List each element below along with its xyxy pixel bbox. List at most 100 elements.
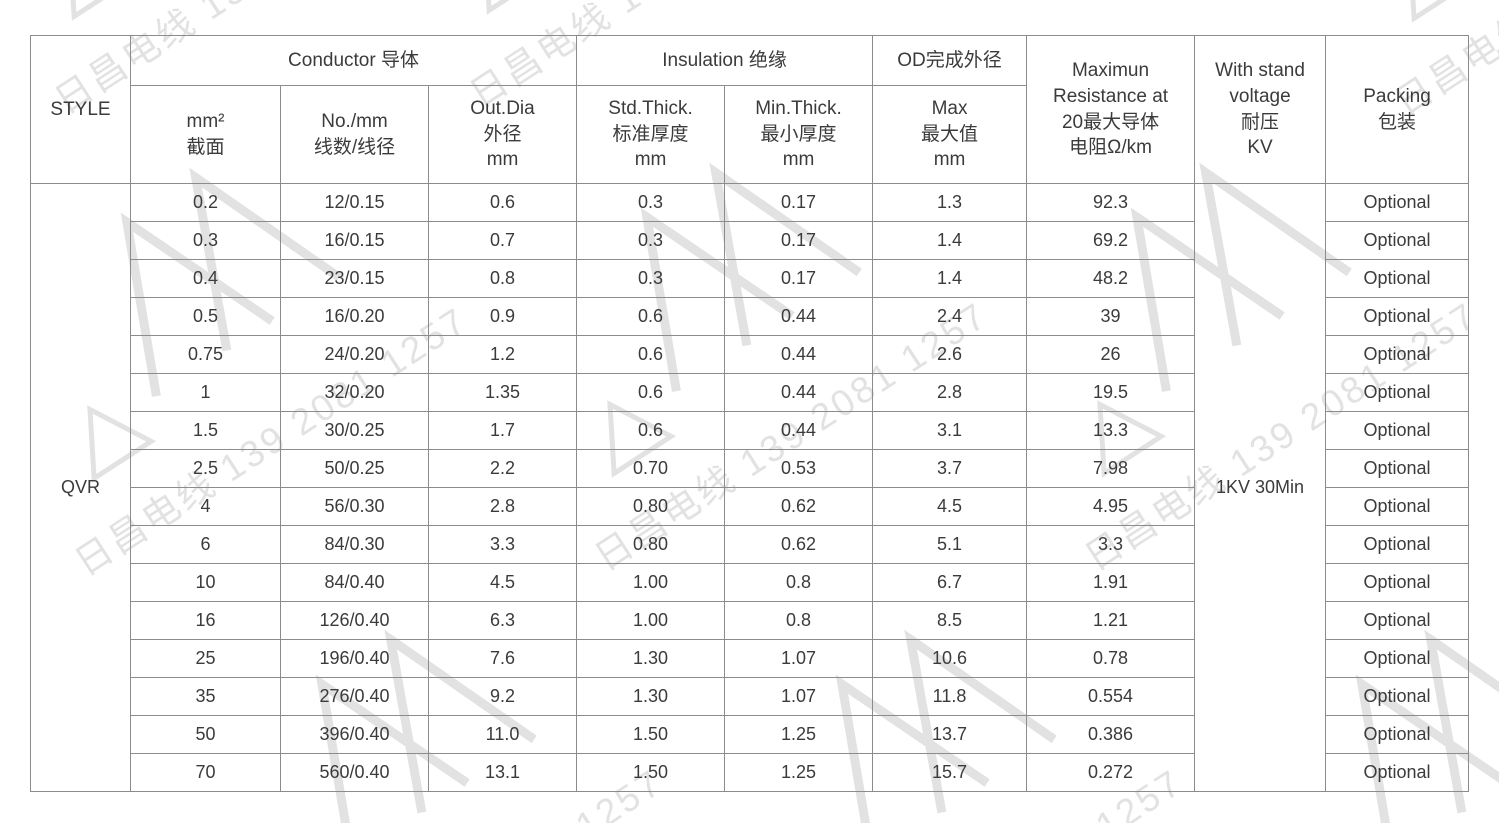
cell-std-thick: 1.50: [576, 753, 726, 792]
header-group-row: STYLE Conductor 导体 Insulation 绝缘 OD完成外径 …: [30, 35, 1470, 184]
cell-strands: 560/0.40: [280, 753, 429, 792]
cell-out-dia: 9.2: [427, 677, 578, 716]
cell-out-dia: 13.1: [427, 753, 578, 792]
cell-resistance: 39: [1026, 297, 1196, 336]
cell-packing: Optional: [1325, 373, 1470, 412]
cell-od-max: 3.7: [872, 449, 1028, 488]
cell-od-max: 8.5: [872, 601, 1028, 640]
header-std-thick: Std.Thick. 标准厚度 mm: [576, 85, 726, 184]
cell-od-max: 6.7: [872, 563, 1028, 602]
cell-out-dia: 0.7: [427, 221, 578, 260]
cell-mm2: 25: [130, 639, 281, 678]
cell-std-thick: 1.30: [576, 639, 726, 678]
cell-od-max: 15.7: [872, 753, 1028, 792]
cell-resistance: 7.98: [1026, 449, 1196, 488]
table-row: 4 56/0.30 2.8 0.80 0.62 4.5 4.95 Optional: [31, 487, 1470, 526]
cell-out-dia: 1.2: [427, 335, 578, 374]
cell-resistance: 0.78: [1026, 639, 1196, 678]
cell-resistance: 0.272: [1026, 753, 1196, 792]
cell-withstand: 1KV 30Min: [1194, 183, 1327, 792]
cell-mm2: 4: [130, 487, 281, 526]
cell-strands: 16/0.20: [280, 297, 429, 336]
cell-packing: Optional: [1325, 335, 1470, 374]
cell-strands: 32/0.20: [280, 373, 429, 412]
header-group-insulation: Insulation 绝缘: [576, 35, 874, 86]
watermark-triangle-icon: [1407, 0, 1477, 23]
cell-packing: Optional: [1325, 221, 1470, 260]
cell-resistance: 92.3: [1026, 183, 1196, 222]
cell-out-dia: 2.2: [427, 449, 578, 488]
cell-resistance: 4.95: [1026, 487, 1196, 526]
cell-out-dia: 0.8: [427, 259, 578, 298]
cell-mm2: 10: [130, 563, 281, 602]
table-row: 6 84/0.30 3.3 0.80 0.62 5.1 3.3 Optional: [31, 525, 1470, 564]
cell-strands: 126/0.40: [280, 601, 429, 640]
cell-od-max: 11.8: [872, 677, 1028, 716]
cell-min-thick: 0.53: [724, 449, 874, 488]
cell-od-max: 2.6: [872, 335, 1028, 374]
cell-strands: 23/0.15: [280, 259, 429, 298]
header-group-od: OD完成外径: [872, 35, 1028, 86]
cell-strands: 50/0.25: [280, 449, 429, 488]
cell-mm2: 1.5: [130, 411, 281, 450]
header-group-conductor: Conductor 导体: [129, 35, 578, 86]
cell-min-thick: 1.25: [724, 715, 874, 754]
cell-mm2: 1: [130, 373, 281, 412]
cell-min-thick: 0.44: [724, 297, 874, 336]
cell-resistance: 1.21: [1026, 601, 1196, 640]
wire-spec-table: STYLE Conductor 导体 Insulation 绝缘 OD完成外径 …: [30, 35, 1470, 792]
cell-resistance: 48.2: [1026, 259, 1196, 298]
cell-std-thick: 0.80: [576, 525, 726, 564]
cell-std-thick: 1.30: [576, 677, 726, 716]
cell-std-thick: 0.70: [576, 449, 726, 488]
cell-mm2: 16: [130, 601, 281, 640]
table-body: QVR 0.2 12/0.15 0.6 0.3 0.17 1.3 92.3 1KV 30Min O…: [30, 183, 1470, 792]
cell-out-dia: 4.5: [427, 563, 578, 602]
cell-strands: 84/0.30: [280, 525, 429, 564]
cell-strands: 12/0.15: [280, 183, 429, 222]
cell-od-max: 1.3: [872, 183, 1028, 222]
cell-packing: Optional: [1325, 297, 1470, 336]
cell-std-thick: 0.6: [576, 335, 726, 374]
cell-strands: 276/0.40: [280, 677, 429, 716]
header-withstand: With stand voltage 耐压 KV: [1194, 35, 1327, 184]
header-style: STYLE: [30, 35, 131, 184]
cell-od-max: 13.7: [872, 715, 1028, 754]
cell-strands: 396/0.40: [280, 715, 429, 754]
cell-min-thick: 0.17: [724, 259, 874, 298]
cell-resistance: 1.91: [1026, 563, 1196, 602]
cell-od-max: 1.4: [872, 259, 1028, 298]
cell-min-thick: 1.07: [724, 639, 874, 678]
table-row: 1.5 30/0.25 1.7 0.6 0.44 3.1 13.3 Optional: [31, 411, 1470, 450]
cell-packing: Optional: [1325, 259, 1470, 298]
cell-std-thick: 0.6: [576, 411, 726, 450]
cell-std-thick: 1.00: [576, 563, 726, 602]
header-od-max: Max 最大值 mm: [872, 85, 1028, 184]
cell-mm2: 0.75: [130, 335, 281, 374]
watermark-triangle-icon: [67, 0, 137, 21]
cell-mm2: 35: [130, 677, 281, 716]
cell-strands: 30/0.25: [280, 411, 429, 450]
cell-od-max: 1.4: [872, 221, 1028, 260]
cell-std-thick: 0.6: [576, 373, 726, 412]
cell-min-thick: 1.25: [724, 753, 874, 792]
cell-std-thick: 1.00: [576, 601, 726, 640]
cell-od-max: 2.4: [872, 297, 1028, 336]
cell-od-max: 4.5: [872, 487, 1028, 526]
cell-mm2: 6: [130, 525, 281, 564]
cell-min-thick: 1.07: [724, 677, 874, 716]
cell-packing: Optional: [1325, 715, 1470, 754]
cell-od-max: 5.1: [872, 525, 1028, 564]
cell-od-max: 3.1: [872, 411, 1028, 450]
cell-packing: Optional: [1325, 449, 1470, 488]
header-mm2: mm² 截面: [130, 85, 281, 184]
cell-strands: 24/0.20: [280, 335, 429, 374]
header-out-dia: Out.Dia 外径 mm: [427, 85, 578, 184]
cell-min-thick: 0.8: [724, 563, 874, 602]
cell-std-thick: 0.80: [576, 487, 726, 526]
cell-packing: Optional: [1325, 487, 1470, 526]
cell-packing: Optional: [1325, 563, 1470, 602]
cell-packing: Optional: [1325, 677, 1470, 716]
table-header: STYLE Conductor 导体 Insulation 绝缘 OD完成外径 …: [30, 35, 1470, 184]
